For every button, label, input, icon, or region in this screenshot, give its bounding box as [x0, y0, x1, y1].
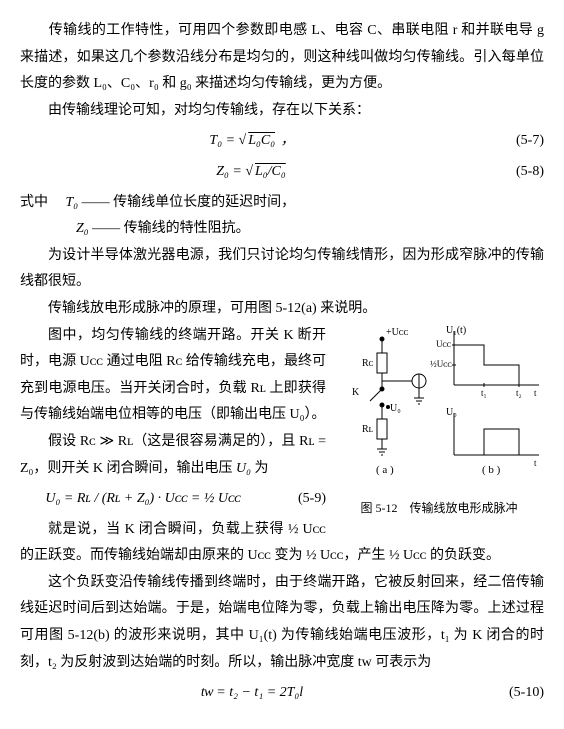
- eq510-body: tᴡ = t₂ − t₁ = 2T₀l: [20, 680, 484, 707]
- lbl-k: K: [352, 387, 360, 398]
- eq57-eq: = √: [226, 133, 247, 148]
- lbl-rl: Rʟ: [362, 424, 373, 435]
- eq59-number: (5-9): [266, 486, 326, 513]
- equation-5-8: Z₀ = √L₀/C₀ (5-8): [20, 159, 544, 186]
- lbl-rc: Rᴄ: [362, 358, 374, 369]
- equation-5-9: U₀ = Rʟ / (Rʟ + Z₀) · Uᴄᴄ = ½ Uᴄᴄ (5-9): [20, 486, 326, 513]
- figure-caption: 图 5-12 传输线放电形成脉冲: [334, 497, 544, 520]
- lbl-ucc2: Uᴄᴄ: [436, 339, 451, 349]
- figure-svg: +Uᴄᴄ Rᴄ K U₀: [334, 323, 544, 493]
- lbl-t-bot: t: [534, 458, 537, 468]
- eq58-lhs: Z₀: [216, 164, 229, 179]
- paragraph-3: 为设计半导体激光器电源，我们只讨论均匀传输线情形，因为形成窄脉冲的传输线都很短。: [20, 243, 544, 296]
- equation-5-10: tᴡ = t₂ − t₁ = 2T₀l (5-10): [20, 680, 544, 707]
- eq58-eq: = √: [232, 164, 253, 179]
- lbl-ucc: +Uᴄᴄ: [386, 327, 409, 338]
- figure-5-12: +Uᴄᴄ Rᴄ K U₀: [334, 323, 544, 520]
- paragraph-4: 传输线放电形成脉冲的原理，可用图 5-12(a) 来说明。: [20, 296, 544, 323]
- eq58-rad: L₀/C₀: [253, 164, 288, 179]
- where-txt-1: —— 传输线单位长度的延迟时间，: [82, 195, 296, 210]
- eq57-rad: L₀C₀: [246, 133, 277, 148]
- where-txt-2: —— 传输线的特性阻抗。: [92, 221, 250, 236]
- eq57-lhs: T₀: [209, 133, 222, 148]
- where-line-2: Z₀ —— 传输线的特性阻抗。: [48, 216, 544, 243]
- paragraph-2: 由传输线理论可知，对均匀传输线，存在以下关系：: [20, 98, 544, 125]
- lbl-u1t: U₁(t): [446, 325, 466, 336]
- lbl-half: ½Uᴄᴄ: [430, 359, 452, 369]
- eq510-number: (5-10): [484, 680, 544, 707]
- eq57-number: (5-7): [484, 128, 544, 155]
- eq58-number: (5-8): [484, 159, 544, 186]
- equation-5-7: T₀ = √L₀C₀ ， (5-7): [20, 128, 544, 155]
- lbl-t2: t₂: [516, 388, 522, 398]
- lbl-u0: U₀: [446, 407, 457, 418]
- where-block: 式中 T₀ —— 传输线单位长度的延迟时间，: [20, 190, 544, 217]
- p5b-post: 为: [251, 461, 269, 476]
- where-sym-2: Z₀: [76, 221, 89, 236]
- p5b-sym: U₀: [236, 461, 251, 476]
- paragraph-1: 传输线的工作特性，可用四个参数即电感 L、电容 C、串联电阻 r 和并联电导 g…: [20, 18, 544, 98]
- where-label: 式中: [20, 195, 48, 210]
- where-sym-1: T₀: [66, 195, 79, 210]
- p5b-pre: 假设 Rᴄ ≫ Rʟ（这是很容易满足的），且 Rʟ = Z₀，则开关 K 闭合瞬…: [20, 434, 326, 476]
- lbl-b: ( b ): [482, 464, 501, 476]
- paragraph-6: 就是说，当 K 闭合瞬间，负载上获得 ½ Uᴄᴄ 的正跃变。而传输线始端却由原来…: [20, 517, 544, 570]
- lbl-t-top: t: [534, 388, 537, 398]
- eq59-body: U₀ = Rʟ / (Rʟ + Z₀) · Uᴄᴄ = ½ Uᴄᴄ: [20, 486, 266, 513]
- lbl-t1: t₁: [481, 388, 487, 398]
- lbl-uo: U₀: [390, 403, 401, 414]
- paragraph-7: 这个负跃变沿传输线传播到终端时，由于终端开路，它被反射回来，经二倍传输线延迟时间…: [20, 570, 544, 676]
- lbl-a: ( a ): [376, 464, 394, 476]
- eq57-tail: ，: [277, 133, 295, 148]
